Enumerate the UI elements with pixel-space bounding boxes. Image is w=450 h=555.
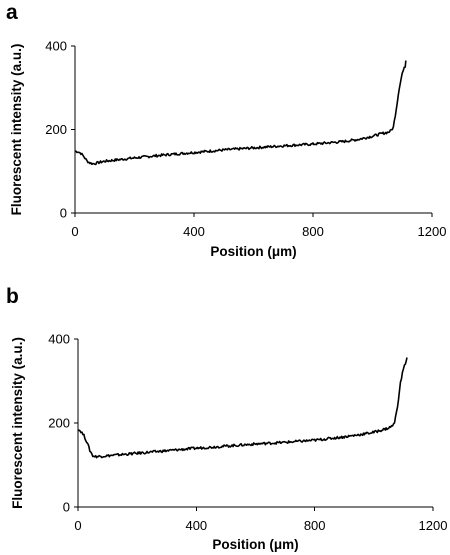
y-tick-label-b: 0 — [63, 500, 70, 515]
panel-label-b: b — [6, 285, 19, 308]
y-tick-label-a: 400 — [45, 39, 67, 54]
x-tick-label-b: 1200 — [419, 518, 448, 533]
y-tick-label-b: 200 — [48, 416, 70, 431]
x-tick-label-b: 800 — [304, 518, 326, 533]
x-axis-title-b: Position (μm) — [212, 537, 298, 552]
x-tick-label-a: 400 — [183, 224, 205, 239]
x-tick-label-a: 0 — [71, 224, 78, 239]
x-tick-label-b: 400 — [185, 518, 207, 533]
x-tick-label-b: 0 — [74, 518, 81, 533]
x-tick-label-a: 1200 — [418, 224, 447, 239]
y-tick-label-a: 0 — [60, 206, 67, 221]
x-tick-label-a: 800 — [302, 224, 324, 239]
intensity-profile-line-a — [74, 60, 407, 166]
y-axis-title-b: Fluorescent intensity (a.u.) — [10, 337, 25, 509]
panel-label-a: a — [6, 1, 18, 24]
chart-panel-a: a Fluorescent intensity (a.u.) Position … — [6, 1, 446, 259]
y-axis-title-a: Fluorescent intensity (a.u.) — [9, 44, 24, 216]
intensity-profile-line-b — [77, 357, 408, 459]
y-tick-label-b: 400 — [48, 332, 70, 347]
chart-panel-b: b Fluorescent intensity (a.u.) Position … — [6, 285, 447, 552]
x-axis-title-a: Position (μm) — [210, 244, 296, 259]
y-tick-label-a: 200 — [45, 122, 67, 137]
